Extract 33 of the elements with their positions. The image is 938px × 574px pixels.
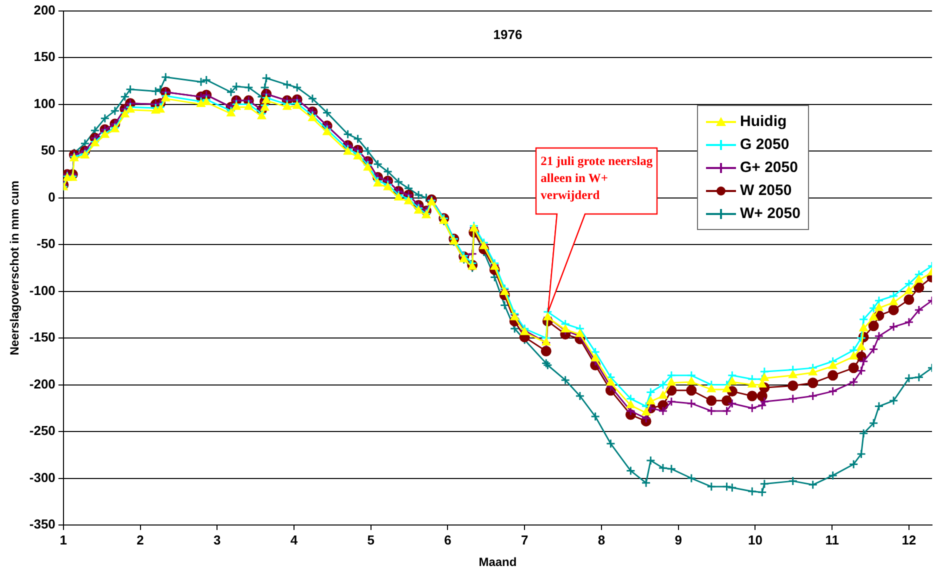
- y-tick-label: 150: [34, 49, 56, 64]
- y-tick-label: -300: [29, 470, 56, 485]
- legend-label: W+ 2050: [740, 205, 800, 222]
- y-tick-label: -150: [29, 330, 56, 345]
- x-tick-label: 4: [290, 532, 298, 548]
- x-tick-label: 2: [136, 532, 144, 548]
- y-tick-label: -200: [29, 376, 56, 392]
- text: 1976: [493, 26, 522, 42]
- legend-label: W 2050: [740, 182, 792, 199]
- y-tick-label: 200: [34, 2, 56, 18]
- x-tick-label: 10: [748, 532, 762, 548]
- y-tick-label: -250: [29, 423, 56, 438]
- x-tick-label: 8: [598, 532, 606, 548]
- y-tick-label: 0: [48, 189, 56, 204]
- annotation: 21 juli grote neerslag alleen in W+ verwijderd: [540, 152, 653, 204]
- x-tick-label: 7: [520, 532, 528, 548]
- y-tick-label: -350: [29, 516, 56, 532]
- x-tick-label: 12: [902, 532, 916, 548]
- y-axis-title: Neerslagoverschot in mm cum: [8, 180, 22, 356]
- y-tick-label: -100: [29, 282, 56, 298]
- x-tick-label: 1: [60, 532, 68, 548]
- x-tick-label: 11: [825, 532, 839, 548]
- x-tick-label: 9: [674, 532, 682, 548]
- x-tick-label: 6: [444, 532, 452, 548]
- legend-label: G+ 2050: [740, 159, 798, 176]
- y-tick-label: 100: [34, 96, 56, 111]
- y-tick-label: -50: [36, 236, 56, 252]
- legend-label: G 2050: [740, 136, 790, 153]
- x-tick-label: 5: [367, 532, 374, 548]
- y-tick-label: 50: [40, 142, 56, 158]
- x-axis-title: Maand: [478, 555, 517, 570]
- x-tick-label: 3: [214, 532, 221, 548]
- legend-label: Huidig: [740, 113, 787, 130]
